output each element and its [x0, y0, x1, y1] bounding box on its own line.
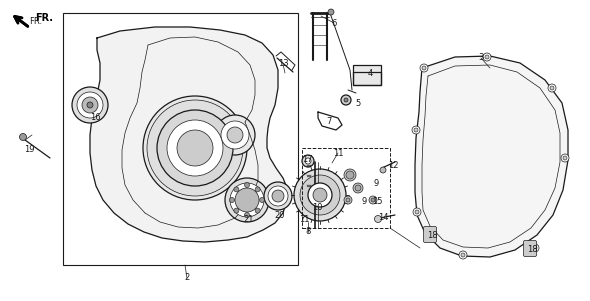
Circle shape — [485, 55, 489, 59]
Circle shape — [346, 171, 354, 179]
Text: 17: 17 — [301, 154, 312, 163]
Circle shape — [461, 253, 465, 257]
Circle shape — [380, 167, 386, 173]
Circle shape — [72, 87, 108, 123]
Circle shape — [255, 187, 260, 192]
Circle shape — [308, 183, 332, 207]
Circle shape — [305, 158, 311, 164]
Circle shape — [415, 210, 419, 214]
Circle shape — [344, 169, 356, 181]
Polygon shape — [90, 27, 287, 242]
Text: FR.: FR. — [30, 17, 42, 26]
Circle shape — [260, 197, 264, 203]
Text: 10: 10 — [312, 203, 322, 212]
Text: 20: 20 — [275, 210, 285, 219]
Circle shape — [561, 154, 569, 162]
Text: FR.: FR. — [35, 13, 53, 23]
Circle shape — [371, 198, 375, 202]
FancyBboxPatch shape — [523, 240, 536, 256]
Text: 9: 9 — [361, 197, 366, 206]
Text: 14: 14 — [378, 213, 388, 222]
Circle shape — [422, 66, 426, 70]
Circle shape — [19, 134, 27, 141]
Text: 6: 6 — [332, 18, 337, 27]
Circle shape — [313, 188, 327, 202]
Circle shape — [87, 102, 93, 108]
Circle shape — [375, 216, 382, 222]
Circle shape — [563, 156, 567, 160]
Circle shape — [147, 100, 243, 196]
Text: 16: 16 — [90, 113, 100, 123]
Circle shape — [414, 128, 418, 132]
Circle shape — [294, 169, 346, 221]
Text: 12: 12 — [388, 162, 398, 170]
Text: 21: 21 — [244, 216, 254, 225]
Circle shape — [369, 196, 377, 204]
Circle shape — [272, 190, 284, 202]
Circle shape — [143, 96, 247, 200]
Text: 5: 5 — [355, 100, 360, 108]
Circle shape — [235, 188, 259, 212]
Circle shape — [234, 208, 239, 213]
Circle shape — [77, 92, 103, 118]
Text: 13: 13 — [278, 60, 289, 69]
Circle shape — [221, 121, 249, 149]
Circle shape — [328, 9, 334, 15]
Circle shape — [353, 183, 363, 193]
Circle shape — [230, 197, 234, 203]
Text: 11: 11 — [333, 148, 343, 157]
Circle shape — [412, 126, 420, 134]
Text: 11: 11 — [299, 216, 309, 225]
Circle shape — [531, 244, 539, 252]
Circle shape — [177, 130, 213, 166]
Circle shape — [167, 120, 223, 176]
Bar — [63, 13, 298, 265]
Circle shape — [225, 178, 269, 222]
Circle shape — [346, 198, 350, 202]
Text: 9: 9 — [373, 179, 379, 188]
Circle shape — [302, 155, 314, 167]
Circle shape — [355, 185, 361, 191]
Circle shape — [341, 95, 351, 105]
Text: 2: 2 — [184, 274, 189, 283]
Circle shape — [157, 110, 233, 186]
Text: 18: 18 — [527, 246, 537, 255]
Circle shape — [244, 213, 250, 218]
Circle shape — [234, 187, 239, 192]
Circle shape — [548, 84, 556, 92]
Circle shape — [300, 175, 340, 215]
Circle shape — [483, 53, 491, 61]
Text: 19: 19 — [24, 144, 34, 154]
Circle shape — [82, 97, 98, 113]
Text: 8: 8 — [305, 228, 311, 237]
Circle shape — [344, 98, 348, 102]
Circle shape — [230, 183, 264, 217]
Circle shape — [268, 186, 288, 206]
Text: 4: 4 — [368, 70, 373, 79]
Circle shape — [244, 182, 250, 188]
Circle shape — [459, 251, 467, 259]
Text: 18: 18 — [427, 231, 437, 240]
Bar — [302, 148, 390, 228]
FancyBboxPatch shape — [424, 226, 437, 243]
Bar — [353, 65, 381, 85]
Text: 7: 7 — [326, 116, 332, 126]
Circle shape — [215, 115, 255, 155]
Text: 15: 15 — [372, 197, 382, 206]
Circle shape — [264, 182, 292, 210]
Circle shape — [420, 64, 428, 72]
Circle shape — [413, 208, 421, 216]
Circle shape — [255, 208, 260, 213]
Circle shape — [227, 127, 243, 143]
Polygon shape — [415, 56, 568, 257]
Text: 3: 3 — [478, 54, 484, 63]
Circle shape — [550, 86, 554, 90]
Circle shape — [533, 246, 537, 250]
Circle shape — [344, 196, 352, 204]
